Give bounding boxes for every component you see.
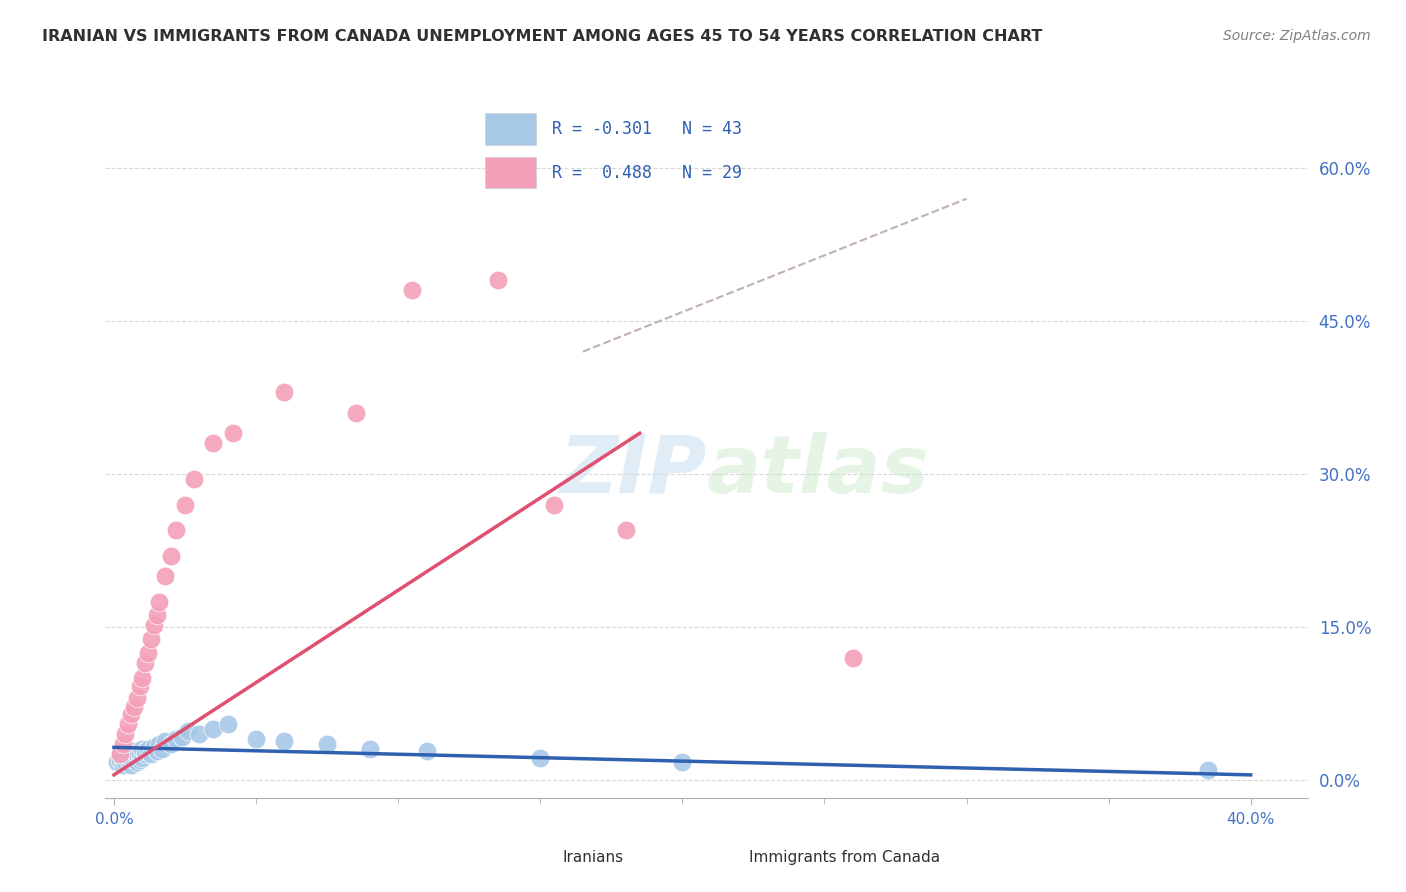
Point xyxy=(125,755,148,769)
Point xyxy=(134,744,156,758)
Point xyxy=(117,747,139,762)
Point xyxy=(114,755,136,769)
Point xyxy=(148,737,170,751)
Point xyxy=(117,753,139,767)
Point xyxy=(134,656,156,670)
Point xyxy=(111,750,134,764)
Point xyxy=(166,732,188,747)
Point xyxy=(153,734,176,748)
Point xyxy=(128,753,150,767)
Point xyxy=(166,523,188,537)
Text: Immigrants from Canada: Immigrants from Canada xyxy=(749,850,941,864)
Point xyxy=(172,730,194,744)
Point xyxy=(159,549,181,563)
Point xyxy=(128,747,150,762)
Point xyxy=(150,742,173,756)
Point xyxy=(174,498,197,512)
Point xyxy=(1197,763,1219,777)
Point xyxy=(131,750,153,764)
Point xyxy=(486,273,509,287)
Point xyxy=(188,727,211,741)
Point xyxy=(142,618,165,632)
Point xyxy=(139,632,162,647)
Point xyxy=(134,747,156,762)
Point xyxy=(202,436,225,450)
Point xyxy=(344,406,367,420)
Point xyxy=(120,750,142,764)
Point xyxy=(136,646,159,660)
Point xyxy=(273,734,295,748)
Point xyxy=(316,737,339,751)
Text: IRANIAN VS IMMIGRANTS FROM CANADA UNEMPLOYMENT AMONG AGES 45 TO 54 YEARS CORRELA: IRANIAN VS IMMIGRANTS FROM CANADA UNEMPL… xyxy=(42,29,1043,44)
Point xyxy=(136,742,159,756)
Point xyxy=(245,732,267,747)
Point xyxy=(401,284,423,298)
Point xyxy=(222,426,245,441)
Point xyxy=(145,607,167,622)
Point xyxy=(217,717,239,731)
Point xyxy=(153,569,176,583)
Point xyxy=(145,744,167,758)
Text: ZIP: ZIP xyxy=(560,432,707,510)
Point xyxy=(177,724,200,739)
Point xyxy=(128,679,150,693)
Point xyxy=(671,755,693,769)
Point xyxy=(543,498,565,512)
Text: Source: ZipAtlas.com: Source: ZipAtlas.com xyxy=(1223,29,1371,43)
Point xyxy=(131,671,153,685)
Point xyxy=(114,727,136,741)
Point xyxy=(125,747,148,762)
Point xyxy=(105,755,128,769)
Point xyxy=(842,650,865,665)
Point xyxy=(415,744,437,758)
Point xyxy=(202,722,225,736)
Point xyxy=(114,744,136,758)
Point xyxy=(120,757,142,772)
Point xyxy=(142,740,165,755)
Point xyxy=(108,753,131,767)
Text: atlas: atlas xyxy=(707,432,929,510)
Point xyxy=(120,706,142,721)
Point xyxy=(108,747,131,762)
Point xyxy=(273,385,295,400)
Point xyxy=(614,523,637,537)
Point xyxy=(529,750,551,764)
Point xyxy=(111,757,134,772)
Point xyxy=(139,747,162,762)
Point xyxy=(122,753,145,767)
Point xyxy=(183,472,205,486)
Point xyxy=(148,594,170,608)
Point xyxy=(131,742,153,756)
Point xyxy=(159,737,181,751)
Point xyxy=(108,747,131,762)
Point xyxy=(122,699,145,714)
Text: Iranians: Iranians xyxy=(562,850,623,864)
Point xyxy=(125,691,148,706)
Point xyxy=(359,742,381,756)
Point xyxy=(122,744,145,758)
Point xyxy=(117,717,139,731)
Point xyxy=(111,737,134,751)
